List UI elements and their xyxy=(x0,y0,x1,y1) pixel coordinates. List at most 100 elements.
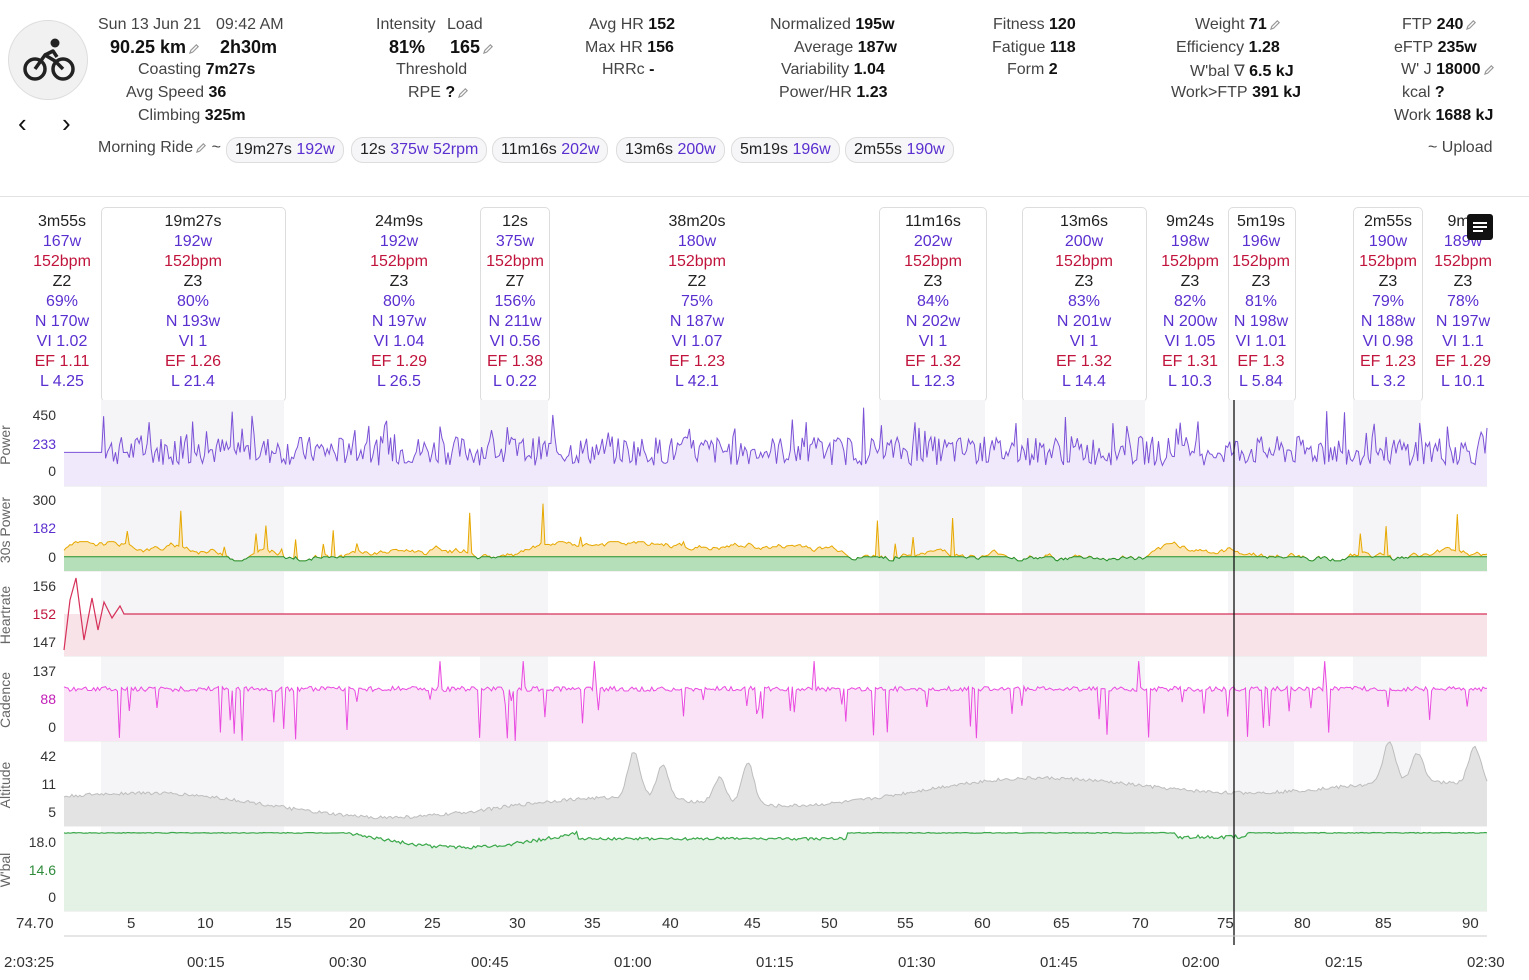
time-tick: 01:45 xyxy=(1040,954,1078,971)
interval-hr: 152bpm xyxy=(668,253,726,270)
interval-pw: 202w xyxy=(913,233,953,250)
interval-chip[interactable]: 12s 375w 52rpm xyxy=(351,137,488,163)
interval-column[interactable]: 9m24s 198w 152bpm Z3 82% N 200w VI 1.05 EF 1.31… xyxy=(1145,212,1235,392)
power30-tick-mid: 182 xyxy=(32,520,56,536)
average-row: Average 187w xyxy=(794,39,897,56)
interval-column[interactable]: 5m19s 196w 152bpm Z3 81% N 198w VI 1.01 EF 1.3 L… xyxy=(1216,212,1306,392)
variability-row: Variability 1.04 xyxy=(781,61,885,78)
interval-vi: VI 1.07 xyxy=(671,333,723,350)
chip-cadence: 52rpm xyxy=(432,141,479,158)
interval-hr: 152bpm xyxy=(904,253,962,270)
time-tick: 01:15 xyxy=(756,954,794,971)
power-tick-max: 450 xyxy=(32,407,56,423)
pencil-icon[interactable] xyxy=(1483,64,1495,76)
load-field[interactable]: 165 xyxy=(450,37,494,58)
interval-l: L 3.2 xyxy=(1370,373,1406,390)
wbal-tick-mid: 14.6 xyxy=(28,862,56,878)
interval-column[interactable]: 24m9s 192w 152bpm Z3 80% N 197w VI 1.04 EF 1.29… xyxy=(354,212,444,392)
activity-name-field[interactable]: Morning Ride ~ xyxy=(98,139,221,157)
chip-power: 192w xyxy=(296,141,335,158)
wbal-area xyxy=(64,831,1487,911)
next-activity-button[interactable]: › xyxy=(62,108,71,138)
interval-pw: 167w xyxy=(42,233,82,250)
altitude-line xyxy=(63,741,1488,820)
interval-chip[interactable]: 5m19s 196w xyxy=(731,137,840,163)
altitude-chart-label: Altitude xyxy=(0,761,13,809)
interval-card-selected[interactable] xyxy=(1228,207,1296,402)
heartrate-tick-max: 156 xyxy=(32,578,56,594)
avg-speed-value: 36 xyxy=(208,84,227,101)
pencil-icon[interactable] xyxy=(196,142,207,154)
interval-z: Z3 xyxy=(1074,273,1094,290)
interval-hr: 152bpm xyxy=(1434,253,1492,270)
pencil-icon[interactable] xyxy=(189,43,200,54)
rpe-field[interactable]: RPE ? xyxy=(408,84,469,102)
ftp-value: 240 xyxy=(1436,16,1464,33)
interval-n: N 201w xyxy=(1056,313,1112,330)
interval-column[interactable]: 3m55s 167w 152bpm Z2 69% N 170w VI 1.02 EF 1.11… xyxy=(17,212,107,392)
interval-ef: EF 1.23 xyxy=(668,353,726,370)
climbing-value: 325m xyxy=(204,107,246,124)
interval-column[interactable]: 19m27s 192w 152bpm Z3 80% N 193w VI 1 EF 1.26 L … xyxy=(148,212,238,392)
chip-power: 375w xyxy=(390,141,429,158)
altitude-tick-min: 5 xyxy=(48,804,56,820)
chip-duration: 2m55s xyxy=(854,141,903,158)
interval-hr: 152bpm xyxy=(486,253,544,270)
chip-power: 196w xyxy=(792,141,831,158)
interval-hr: 152bpm xyxy=(370,253,428,270)
load-label: Load xyxy=(447,16,483,33)
interval-chip[interactable]: 13m6s 200w xyxy=(616,137,725,163)
ftp-field[interactable]: FTP 240 xyxy=(1402,16,1477,34)
interval-pct: 79% xyxy=(1371,293,1405,310)
interval-card-selected[interactable] xyxy=(480,207,550,402)
interval-card-selected[interactable] xyxy=(101,207,286,402)
interval-chip[interactable]: 19m27s 192w xyxy=(226,137,344,163)
distance-field[interactable]: 90.25 km xyxy=(110,37,200,58)
upload-link[interactable]: ~ Upload xyxy=(1428,139,1493,156)
distance-tick: 55 xyxy=(897,915,914,932)
pencil-icon[interactable] xyxy=(458,87,469,99)
wj-field[interactable]: W' J 18000 xyxy=(1401,61,1495,79)
interval-vi: VI 1 xyxy=(1069,333,1099,350)
interval-vi: VI 1.01 xyxy=(1235,333,1287,350)
chip-duration: 5m19s xyxy=(740,141,789,158)
interval-z: Z2 xyxy=(52,273,72,290)
interval-column[interactable]: 38m20s 180w 152bpm Z2 75% N 187w VI 1.07 EF 1.2… xyxy=(652,212,742,392)
interval-card-selected[interactable] xyxy=(1353,207,1423,402)
interval-column[interactable]: 12s 375w 152bpm Z7 156% N 211w VI 0.56 EF 1.38 L… xyxy=(470,212,560,392)
chip-duration: 19m27s xyxy=(235,141,292,158)
weight-field[interactable]: Weight 71 xyxy=(1195,16,1281,34)
chart-menu-button[interactable] xyxy=(1467,214,1493,240)
interval-chip[interactable]: 11m16s 202w xyxy=(492,137,609,163)
pencil-icon[interactable] xyxy=(1269,19,1281,31)
pencil-icon[interactable] xyxy=(483,43,494,54)
interval-vi: VI 1 xyxy=(918,333,948,350)
interval-column[interactable]: 2m55s 190w 152bpm Z3 79% N 188w VI 0.98 EF 1.23… xyxy=(1343,212,1433,392)
interval-l: L 4.25 xyxy=(40,373,84,390)
interval-hr: 152bpm xyxy=(1161,253,1219,270)
interval-pct: 75% xyxy=(680,293,714,310)
interval-column[interactable]: 11m16s 202w 152bpm Z3 84% N 202w VI 1 EF 1.32 L … xyxy=(888,212,978,392)
interval-l: L 10.3 xyxy=(1168,373,1212,390)
distance-tick: 45 xyxy=(744,915,761,932)
activity-charts[interactable] xyxy=(0,400,1529,980)
interval-card-selected[interactable] xyxy=(1022,207,1147,402)
interval-vi: VI 0.98 xyxy=(1362,333,1414,350)
pencil-icon[interactable] xyxy=(1466,19,1477,31)
interval-column[interactable]: 13m6s 200w 152bpm Z3 83% N 201w VI 1 EF 1.32 L 1… xyxy=(1039,212,1129,392)
interval-column[interactable]: 9m1 189w 152bpm Z3 78% N 197w VI 1.1 EF 1.29 L 1… xyxy=(1418,212,1508,392)
distance-tick: 90 xyxy=(1462,915,1479,932)
interval-chip[interactable]: 2m55s 190w xyxy=(845,137,954,163)
interval-card-selected[interactable] xyxy=(879,207,987,402)
wbal-tick-max: 18.0 xyxy=(28,834,56,850)
interval-pct: 81% xyxy=(1244,293,1278,310)
previous-activity-button[interactable]: ‹ xyxy=(18,108,27,138)
interval-n: N 188w xyxy=(1360,313,1416,330)
distance-tick: 50 xyxy=(821,915,838,932)
interval-pw: 192w xyxy=(173,233,213,250)
interval-pct: 84% xyxy=(916,293,950,310)
distance-tick: 15 xyxy=(275,915,292,932)
power-area xyxy=(64,407,1487,486)
interval-ef: EF 1.32 xyxy=(1055,353,1113,370)
interval-dur: 11m16s xyxy=(905,213,961,230)
